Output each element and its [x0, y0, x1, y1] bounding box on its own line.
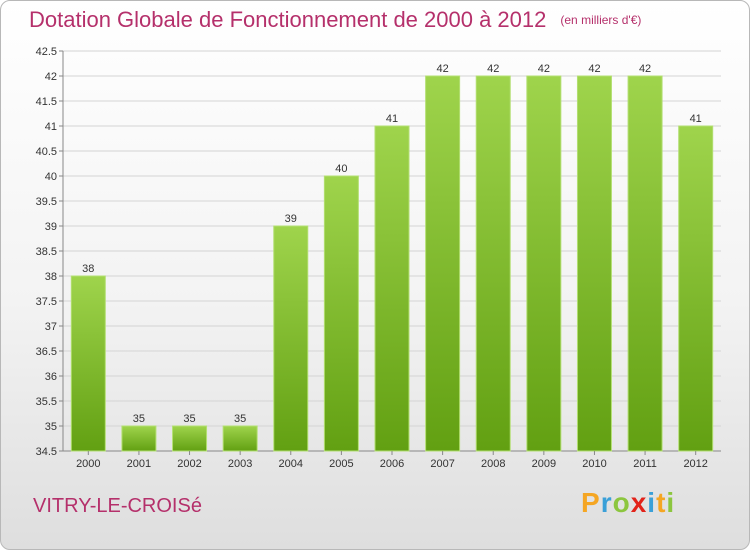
x-tick-label-2010: 2010	[582, 458, 606, 470]
bar-2002	[172, 425, 208, 452]
y-tick-label: 38.5	[36, 246, 57, 258]
value-label-2005: 40	[335, 163, 347, 175]
value-label-2003: 35	[234, 413, 246, 425]
bar-2009	[526, 75, 562, 452]
chart-subtitle: (en milliers d'€)	[560, 13, 642, 27]
logo-letter: i	[647, 487, 657, 518]
x-tick-label-2012: 2012	[683, 458, 707, 470]
y-tick-label: 40	[45, 171, 57, 183]
logo-letter: t	[656, 487, 667, 518]
x-tick-label-2003: 2003	[228, 458, 252, 470]
y-tick-label: 34.5	[36, 446, 57, 458]
y-tick-label: 40.5	[36, 146, 57, 158]
x-tick-label-2001: 2001	[127, 458, 151, 470]
x-tick-label-2006: 2006	[380, 458, 404, 470]
value-label-2012: 41	[690, 113, 702, 125]
bar-2004	[273, 225, 309, 452]
y-tick-label: 38	[45, 271, 57, 283]
bar-2012	[678, 125, 714, 452]
value-label-2001: 35	[133, 413, 145, 425]
chart-title: Dotation Globale de Fonctionnement de 20…	[29, 7, 642, 32]
x-tick-label-2007: 2007	[430, 458, 454, 470]
y-tick-label: 41.5	[36, 96, 57, 108]
y-tick-label: 37.5	[36, 296, 57, 308]
bar-2000	[70, 275, 106, 452]
logo-letter: P	[581, 487, 601, 518]
value-label-2007: 42	[436, 63, 448, 75]
bar-2010	[576, 75, 612, 452]
y-tick-label: 35.5	[36, 396, 57, 408]
x-tick-label-2005: 2005	[329, 458, 353, 470]
logo-letter: x	[630, 487, 648, 518]
x-tick-label-2004: 2004	[279, 458, 303, 470]
proxiti-logo[interactable]: Proxiti	[581, 487, 675, 519]
value-label-2011: 42	[639, 63, 651, 75]
y-tick-label: 41	[45, 121, 57, 133]
logo-letter: i	[666, 487, 676, 518]
bar-2005	[323, 175, 359, 452]
y-tick-label: 42.5	[36, 46, 57, 58]
x-tick-label-2002: 2002	[177, 458, 201, 470]
x-tick-label-2009: 2009	[532, 458, 556, 470]
y-tick-label: 35	[45, 421, 57, 433]
logo-letter: o	[612, 487, 631, 518]
x-tick-label-2000: 2000	[76, 458, 100, 470]
bar-2008	[475, 75, 511, 452]
bar-2007	[425, 75, 461, 452]
y-tick-label: 42	[45, 71, 57, 83]
value-label-2002: 35	[183, 413, 195, 425]
y-tick-label: 39	[45, 221, 57, 233]
value-label-2009: 42	[538, 63, 550, 75]
value-label-2010: 42	[588, 63, 600, 75]
x-tick-label-2011: 2011	[633, 458, 657, 470]
bar-2001	[121, 425, 157, 452]
value-label-2004: 39	[285, 213, 297, 225]
y-tick-label: 37	[45, 321, 57, 333]
y-tick-label: 36	[45, 371, 57, 383]
value-label-2000: 38	[82, 263, 94, 275]
value-label-2006: 41	[386, 113, 398, 125]
y-tick-label: 39.5	[36, 196, 57, 208]
bar-2003	[222, 425, 258, 452]
y-tick-label: 36.5	[36, 346, 57, 358]
value-label-2008: 42	[487, 63, 499, 75]
logo-letter: r	[600, 487, 613, 518]
commune-name: VITRY-LE-CROISé	[33, 495, 202, 517]
bar-2011	[627, 75, 663, 452]
bar-2006	[374, 125, 410, 452]
x-tick-label-2008: 2008	[481, 458, 505, 470]
